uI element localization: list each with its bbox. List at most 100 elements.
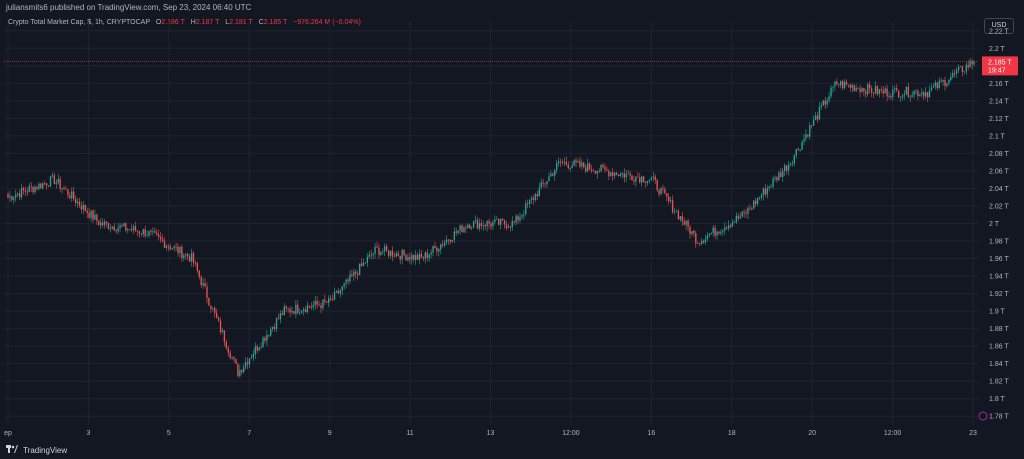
- candle-body: [374, 246, 376, 254]
- candle-body: [735, 215, 738, 223]
- candle-body: [167, 245, 170, 247]
- candle-body: [722, 230, 724, 232]
- candle-body: [248, 358, 251, 365]
- candle-body: [641, 176, 643, 183]
- candle-body: [121, 225, 123, 227]
- candle-body: [876, 86, 879, 94]
- candle-body: [494, 219, 496, 223]
- candle-body: [426, 252, 428, 258]
- candle-body: [98, 220, 100, 226]
- candle-body: [256, 346, 258, 351]
- candle-body: [882, 90, 884, 94]
- candle-body: [140, 233, 142, 235]
- candle-body: [691, 231, 693, 235]
- candle-body: [368, 254, 370, 258]
- candle-body: [480, 223, 483, 226]
- candle-body: [351, 274, 353, 276]
- candle-body: [244, 362, 247, 368]
- candle-body: [393, 256, 396, 258]
- candle-body: [467, 224, 469, 229]
- candle-body: [188, 256, 191, 262]
- candle-body: [513, 221, 515, 223]
- candle-body: [809, 125, 811, 137]
- candle-body: [175, 246, 177, 248]
- candle-body: [146, 235, 148, 237]
- y-tick-label: 1.9 T: [989, 309, 1006, 316]
- candle-body: [154, 231, 156, 233]
- candle-body: [695, 233, 697, 244]
- candle-body: [583, 162, 585, 168]
- candle-body: [320, 305, 322, 309]
- candle-body: [963, 71, 966, 73]
- candle-body: [177, 246, 179, 254]
- candle-body: [229, 352, 231, 359]
- candle-body: [499, 218, 502, 225]
- candle-body: [453, 231, 455, 241]
- candle-body: [584, 167, 587, 172]
- candle-body: [567, 164, 569, 169]
- candle-body: [565, 161, 568, 165]
- candle-body: [708, 234, 710, 236]
- symbol-title[interactable]: Crypto Total Market Cap, $, 1h, CRYPTOCA…: [8, 19, 150, 26]
- candle-body: [80, 205, 83, 210]
- candle-body: [403, 249, 405, 255]
- candle-body: [436, 247, 438, 252]
- y-tick-label: 2.22 T: [989, 28, 1009, 35]
- candle-body: [776, 177, 778, 181]
- candle-body: [903, 94, 906, 96]
- candle-body: [275, 318, 278, 329]
- candle-body: [814, 115, 817, 120]
- candle-body: [498, 218, 500, 225]
- candle-body: [55, 182, 57, 185]
- y-tick-label: 2.12 T: [989, 116, 1009, 123]
- candle-body: [281, 313, 284, 316]
- candle-body: [936, 82, 938, 88]
- candle-body: [818, 106, 821, 120]
- candle-body: [940, 80, 942, 82]
- candle-body: [716, 231, 718, 236]
- candle-body: [215, 312, 218, 318]
- close-value: 2.185 T: [263, 19, 288, 26]
- candle-body: [544, 183, 546, 185]
- candle-body: [557, 161, 560, 164]
- candle-body: [760, 195, 763, 198]
- candle-body: [548, 176, 550, 182]
- candle-body: [888, 95, 890, 97]
- candle-body: [9, 195, 11, 198]
- candle-body: [163, 241, 166, 248]
- candle-body: [273, 327, 276, 329]
- candle-body: [389, 250, 392, 256]
- open-label: O: [155, 19, 162, 26]
- candle-body: [840, 81, 842, 86]
- candle-body: [422, 257, 425, 259]
- candle-body: [65, 188, 67, 190]
- candle-body: [401, 249, 403, 260]
- currency-button[interactable]: USD: [984, 18, 1014, 34]
- candle-body: [880, 89, 882, 91]
- candle-body: [791, 163, 794, 165]
- candle-body: [785, 165, 788, 171]
- candle-body: [84, 204, 86, 212]
- candle-body: [938, 80, 940, 88]
- candle-body: [36, 186, 38, 189]
- alert-icon: [978, 411, 988, 421]
- candle-body: [100, 222, 102, 226]
- candle-body: [341, 286, 343, 291]
- candle-body: [239, 370, 241, 376]
- candle-body: [596, 170, 598, 174]
- candle-body: [349, 274, 351, 282]
- candle-body: [969, 60, 971, 68]
- candle-body: [96, 214, 98, 221]
- candle-body: [669, 200, 672, 202]
- candle-body: [291, 311, 293, 313]
- candle-body: [907, 86, 909, 98]
- candle-body: [897, 90, 900, 98]
- candle-body: [579, 161, 581, 167]
- candle-body: [556, 163, 558, 171]
- x-tick-label: 3: [86, 430, 90, 437]
- candle-body: [283, 306, 285, 316]
- candle-body: [733, 222, 736, 223]
- y-tick-label: 2 T: [989, 221, 1000, 228]
- candle-body: [179, 246, 181, 254]
